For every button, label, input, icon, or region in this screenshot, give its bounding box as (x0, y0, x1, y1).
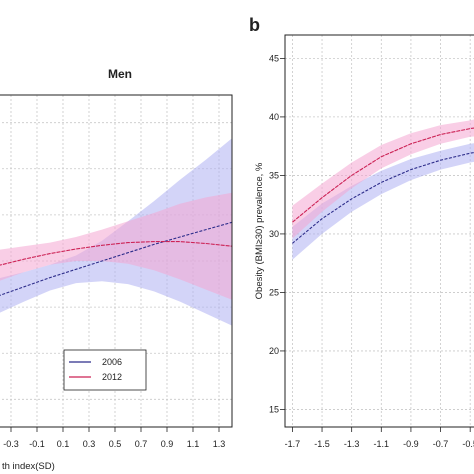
x-tick-label: 0.1 (57, 439, 70, 449)
x-tick-label: 0.9 (161, 439, 174, 449)
panel-a: -0.3 -0.1 0.1 0.3 0.5 0.7 0.9 1.1 1.3 Men th ind… (0, 67, 233, 472)
series-line-2012 (292, 127, 474, 223)
panel-b-lines (292, 127, 474, 244)
panel-a-x-axis-title: th index(SD) (2, 461, 55, 472)
y-tick-label: 15 (269, 404, 279, 414)
x-tick-label: -0.1 (29, 439, 45, 449)
legend: 2006 2012 (63, 349, 147, 391)
panel-b-frame (284, 34, 474, 428)
y-tick-label: 20 (269, 346, 279, 356)
panel-a-lines (0, 221, 232, 296)
panel-a-bands (0, 138, 232, 326)
x-tick-label: 1.1 (187, 439, 200, 449)
panel-a-title: Men (108, 67, 132, 81)
confidence-band-2006 (292, 143, 474, 260)
confidence-band-2012 (0, 192, 232, 300)
x-tick-label: -0.3 (3, 439, 19, 449)
x-tick-label: -1.3 (344, 439, 360, 449)
x-tick-label: -0.9 (403, 439, 419, 449)
y-tick-label: 30 (269, 229, 279, 239)
y-tick-label: 40 (269, 112, 279, 122)
legend-label-2012: 2012 (102, 372, 122, 382)
x-tick-label: 0.5 (109, 439, 122, 449)
series-line-2012 (0, 241, 232, 266)
series-line-2006 (292, 152, 474, 244)
confidence-band-2012 (292, 119, 474, 239)
panel-a-ticks: -0.3 -0.1 0.1 0.3 0.5 0.7 0.9 1.1 1.3 (3, 427, 225, 449)
y-tick-label: 45 (269, 53, 279, 63)
x-tick-label: -0.5 (462, 439, 474, 449)
panel-b: -1.7 -1.5 -1.3 -1.1 -0.9 -0.7 -0.5 15 20 25 30 35 40… (249, 15, 474, 449)
y-tick-label: 25 (269, 287, 279, 297)
panel-b-bands (292, 119, 474, 260)
panel-b-y-axis-title: Obesity (BMI≥30) prevalence, % (254, 162, 265, 299)
x-tick-label: 1.3 (213, 439, 226, 449)
x-tick-label: 0.7 (135, 439, 148, 449)
panel-b-letter: b (249, 15, 260, 35)
series-line-2006 (0, 221, 232, 296)
legend-box (63, 349, 147, 391)
x-tick-label: 0.3 (83, 439, 96, 449)
panel-b-ticks: -1.7 -1.5 -1.3 -1.1 -0.9 -0.7 -0.5 15 20 25 30 35 40… (269, 53, 474, 449)
y-tick-label: 35 (269, 170, 279, 180)
x-tick-label: -1.1 (374, 439, 390, 449)
x-tick-label: -1.5 (314, 439, 330, 449)
legend-label-2006: 2006 (102, 357, 122, 367)
panel-a-frame (0, 94, 233, 428)
x-tick-label: -0.7 (433, 439, 449, 449)
x-tick-label: -1.7 (285, 439, 301, 449)
